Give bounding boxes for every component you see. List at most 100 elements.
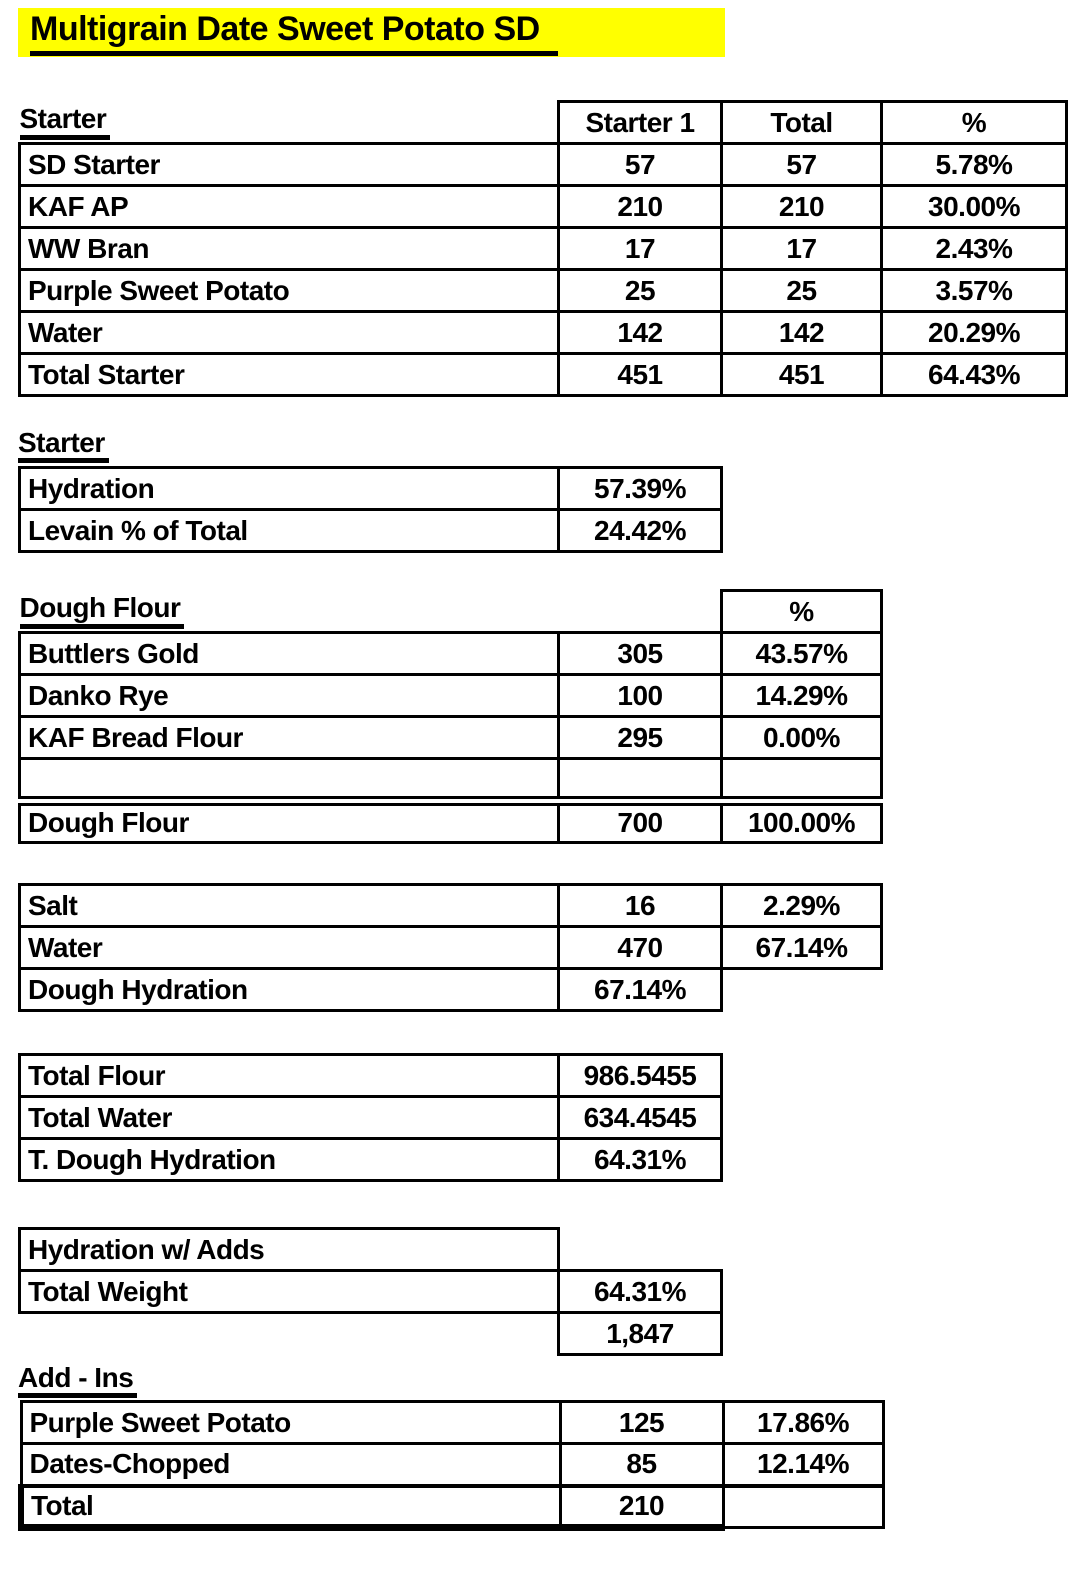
total-label: Total xyxy=(18,1483,562,1531)
table-row: Purple Sweet Potato 25 25 3.57% xyxy=(18,268,1068,313)
salt-water-table: Salt 16 2.29% Water 470 67.14% Dough Hyd… xyxy=(18,883,883,1012)
table-row: WW Bran 17 17 2.43% xyxy=(18,226,1068,271)
empty-cell xyxy=(559,591,722,633)
weight-value: 125 xyxy=(558,1400,725,1445)
dough-flour-heading-cell: Dough Flour xyxy=(19,591,559,633)
table-row: Total Water 634.4545 xyxy=(18,1095,723,1140)
table-row: KAF AP 210 210 30.00% xyxy=(18,184,1068,229)
total-value: 451 xyxy=(720,352,883,397)
weight-value: 305 xyxy=(557,631,723,676)
weight-value: 85 xyxy=(558,1442,725,1487)
add-ins-table: Purple Sweet Potato 125 17.86% Dates-Cho… xyxy=(18,1400,885,1531)
total-value: 57 xyxy=(720,142,883,187)
starter-table: Starter Starter 1 Total % SD Starter 57 … xyxy=(18,100,1068,397)
table-row: Salt 16 2.29% xyxy=(18,883,883,928)
metric-value: 986.5455 xyxy=(557,1053,723,1098)
metric-label: Total Flour xyxy=(18,1053,560,1098)
total-value: 17 xyxy=(720,226,883,271)
starter-heading-cell: Starter xyxy=(19,102,559,144)
ingredient-label xyxy=(18,757,560,802)
total-label: Dough Flour xyxy=(18,795,560,844)
starter-table-header-row: Starter Starter 1 Total % xyxy=(19,100,1068,145)
pct-value xyxy=(720,757,883,802)
total-starter-row: Total Starter 451 451 64.43% xyxy=(18,352,1068,397)
starter1-value: 210 xyxy=(557,184,723,229)
weight-value: 210 xyxy=(558,1483,725,1531)
starter1-value: 142 xyxy=(557,310,723,355)
metric-label: Total Water xyxy=(18,1095,560,1140)
weight-value-row: 1,847 xyxy=(20,1311,723,1356)
column-header-pct: % xyxy=(720,589,883,634)
pct-value: 43.57% xyxy=(720,631,883,676)
ingredient-label: Salt xyxy=(18,883,560,928)
metric-value: 24.42% xyxy=(557,508,723,553)
page-title-highlight: Multigrain Date Sweet Potato SD xyxy=(18,8,725,57)
ingredient-label: SD Starter xyxy=(18,142,560,187)
table-row: Water 142 142 20.29% xyxy=(18,310,1068,355)
weight-value: 700 xyxy=(557,795,723,844)
dough-flour-header-row: Dough Flour % xyxy=(19,589,883,634)
ingredient-label: Purple Sweet Potato xyxy=(18,268,560,313)
empty-cell xyxy=(559,1229,722,1271)
column-header-starter1: Starter 1 xyxy=(557,100,723,145)
total-value: 210 xyxy=(720,184,883,229)
pct-value: 30.00% xyxy=(880,184,1068,229)
starter1-value: 451 xyxy=(557,352,723,397)
metric-value: 64.31% xyxy=(557,1137,723,1182)
table-row: Purple Sweet Potato 125 17.86% xyxy=(19,1400,885,1445)
metric-label: Dough Hydration xyxy=(18,967,560,1012)
table-row: Hydration 57.39% xyxy=(18,466,723,511)
total-weight-value: 1,847 xyxy=(557,1311,723,1356)
metric-value: 634.4545 xyxy=(557,1095,723,1140)
table-row: Levain % of Total 24.42% xyxy=(18,508,723,553)
pct-value: 5.78% xyxy=(880,142,1068,187)
pct-value: 17.86% xyxy=(721,1400,885,1445)
ingredient-label: Water xyxy=(18,310,560,355)
ingredient-label: Dates-Chopped xyxy=(19,1442,562,1487)
dough-flour-table: Dough Flour % Buttlers Gold 305 43.57% D… xyxy=(18,589,883,844)
pct-value: 2.43% xyxy=(880,226,1068,271)
pct-value: 100.00% xyxy=(720,795,883,844)
table-row: SD Starter 57 57 5.78% xyxy=(18,142,1068,187)
ingredient-label: Buttlers Gold xyxy=(18,631,560,676)
metric-value: 67.14% xyxy=(557,967,723,1012)
starter-summary-heading: Starter xyxy=(18,428,1084,463)
weight-value xyxy=(557,757,723,802)
starter-heading: Starter xyxy=(19,103,111,140)
empty-cell xyxy=(722,969,882,1011)
ingredient-label: Total Starter xyxy=(18,352,560,397)
ingredient-label: WW Bran xyxy=(18,226,560,271)
table-row: Danko Rye 100 14.29% xyxy=(18,673,883,718)
metric-label: T. Dough Hydration xyxy=(18,1137,560,1182)
recipe-sheet: Multigrain Date Sweet Potato SD Starter … xyxy=(18,8,1084,1531)
starter1-value: 17 xyxy=(557,226,723,271)
table-row: Total Flour 986.5455 xyxy=(18,1053,723,1098)
page-title: Multigrain Date Sweet Potato SD xyxy=(30,8,558,56)
column-header-total: Total xyxy=(720,100,883,145)
pct-value: 64.43% xyxy=(880,352,1068,397)
empty-cell xyxy=(20,1313,559,1355)
dough-hydration-row: Dough Hydration 67.14% xyxy=(18,967,882,1012)
dough-flour-total-row: Dough Flour 700 100.00% xyxy=(18,795,883,844)
table-row: KAF Bread Flour 295 0.00% xyxy=(18,715,883,760)
add-ins-total-row: Total 210 xyxy=(18,1483,885,1531)
pct-value: 67.14% xyxy=(720,925,883,970)
weight-value: 470 xyxy=(557,925,723,970)
weight-value: 295 xyxy=(557,715,723,760)
hydration-adds-row: Hydration w/ Adds xyxy=(18,1227,722,1272)
ingredient-label: Water xyxy=(18,925,560,970)
table-row: Water 470 67.14% xyxy=(18,925,883,970)
totals-table: Total Flour 986.5455 Total Water 634.454… xyxy=(18,1053,723,1182)
pct-value: 2.29% xyxy=(720,883,883,928)
ingredient-label: Danko Rye xyxy=(18,673,560,718)
pct-value: 0.00% xyxy=(720,715,883,760)
table-row: Buttlers Gold 305 43.57% xyxy=(18,631,883,676)
total-value: 25 xyxy=(720,268,883,313)
total-weight-row: Total Weight 64.31% xyxy=(18,1269,723,1314)
weight-value: 100 xyxy=(557,673,723,718)
starter-summary-table: Hydration 57.39% Levain % of Total 24.42… xyxy=(18,466,723,553)
pct-value: 14.29% xyxy=(720,673,883,718)
column-header-pct: % xyxy=(880,100,1068,145)
weight-value: 16 xyxy=(557,883,723,928)
weight-table: Hydration w/ Adds Total Weight 64.31% 1,… xyxy=(18,1227,723,1356)
